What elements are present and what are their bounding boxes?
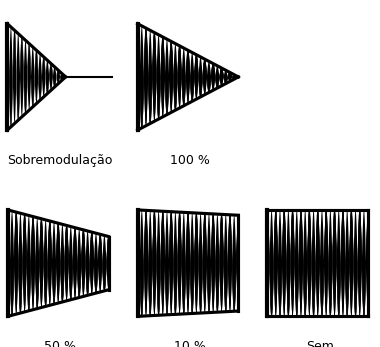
Text: 10 %: 10 % [174, 340, 206, 347]
Text: 100 %: 100 % [170, 154, 210, 167]
Text: Sem
modulação: Sem modulação [285, 340, 355, 347]
Text: Sobremodulação: Sobremodulação [8, 154, 113, 167]
Text: 50 %: 50 % [44, 340, 76, 347]
